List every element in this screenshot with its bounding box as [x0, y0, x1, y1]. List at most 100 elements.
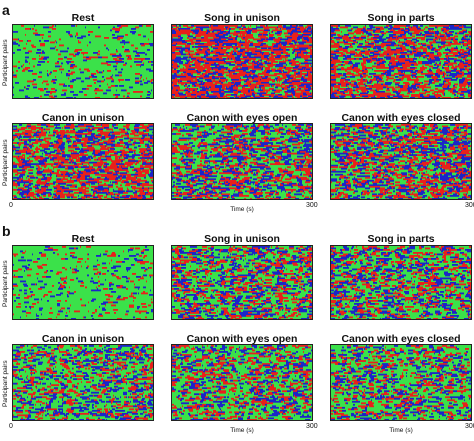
heatmap-cell — [115, 68, 117, 71]
heatmap-cell — [54, 124, 57, 126]
heatmap-cell — [116, 124, 118, 126]
heatmap-cell — [400, 28, 404, 30]
heatmap-cell — [307, 94, 312, 96]
heatmap-cell — [425, 55, 429, 57]
heatmap-cell — [72, 157, 77, 160]
heatmap-cell — [147, 155, 150, 158]
heatmap-cell — [234, 59, 236, 62]
heatmap-cell — [465, 34, 469, 36]
heatmap-cell — [457, 92, 460, 95]
heatmap-cell — [29, 143, 32, 146]
heatmap-cell — [301, 29, 304, 32]
heatmap-cell — [273, 55, 277, 57]
heatmap-cell — [172, 67, 173, 69]
heatmap-cell — [27, 148, 28, 150]
heatmap-cell — [449, 50, 451, 53]
heatmap-cell — [349, 91, 350, 93]
heatmap-cell — [224, 91, 228, 93]
heatmap-cell — [341, 77, 345, 80]
heatmap-cell — [463, 25, 466, 27]
heatmap-cell — [36, 155, 37, 158]
heatmap-cell — [350, 67, 352, 69]
heatmap-cell — [70, 160, 71, 163]
heatmap-cell — [356, 37, 359, 39]
heatmap-cell — [384, 26, 388, 29]
heatmap-cell — [426, 52, 430, 54]
heatmap-cell — [232, 61, 235, 63]
heatmap-cell — [403, 53, 408, 56]
heatmap-cell — [413, 76, 415, 78]
heatmap-cell — [261, 38, 262, 41]
heatmap-cell — [346, 37, 349, 39]
heatmap-cell — [205, 79, 207, 81]
heatmap-cell — [395, 82, 398, 84]
heatmap-cell — [416, 26, 418, 29]
heatmap-cell — [380, 74, 381, 77]
heatmap-cell — [172, 59, 176, 62]
heatmap-cell — [432, 67, 433, 69]
heatmap-cell — [32, 46, 36, 48]
heatmap-cell — [420, 95, 424, 98]
heatmap-cell — [235, 82, 236, 84]
heatmap-cell — [181, 31, 182, 33]
heatmap-cell — [222, 28, 223, 30]
heatmap-cell — [42, 146, 47, 149]
heatmap-cell — [81, 175, 85, 178]
heatmap-cell — [207, 35, 212, 38]
heatmap-cell — [297, 34, 302, 36]
heatmap-cell — [190, 71, 191, 74]
heatmap-cell — [278, 95, 282, 98]
heatmap-cell — [175, 95, 180, 98]
heatmap-cell — [391, 50, 396, 53]
heatmap-cell — [71, 161, 72, 164]
heatmap-cell — [266, 91, 268, 93]
heatmap-cell — [456, 71, 459, 74]
heatmap-cell — [293, 58, 296, 60]
heatmap-cell — [70, 80, 74, 83]
heatmap-cell — [183, 71, 186, 74]
heatmap-cell — [210, 99, 213, 100]
heatmap-cell — [110, 131, 114, 134]
heatmap-cell — [406, 25, 408, 27]
heatmap-cell — [135, 80, 140, 83]
heatmap-cell — [412, 35, 415, 38]
heatmap-cell — [207, 47, 209, 50]
heatmap-cell — [152, 170, 153, 173]
heatmap-cell — [78, 136, 81, 138]
heatmap-cell — [148, 152, 152, 155]
heatmap-cell — [289, 89, 290, 92]
heatmap-cell — [37, 148, 40, 150]
heatmap-cell — [279, 41, 284, 44]
heatmap-cell — [220, 55, 223, 57]
heatmap-cell — [401, 62, 405, 65]
heatmap-cell — [82, 163, 83, 166]
heatmap-cell — [43, 158, 47, 161]
heatmap-cell — [176, 53, 181, 56]
heatmap-cell — [107, 64, 111, 66]
heatmap-cell — [424, 80, 429, 83]
heatmap-cell — [447, 58, 448, 60]
heatmap-cell — [393, 32, 396, 35]
heatmap-cell — [35, 133, 37, 135]
heatmap-cell — [219, 92, 224, 95]
heatmap-cell — [219, 65, 224, 68]
heatmap-cell — [98, 50, 100, 53]
heatmap-cell — [245, 41, 247, 44]
heatmap-cell — [444, 94, 445, 96]
heatmap-cell — [43, 58, 47, 60]
heatmap-cell — [66, 175, 68, 178]
heatmap-cell — [422, 62, 426, 65]
heatmap-cell — [182, 58, 187, 60]
heatmap-cell — [219, 26, 224, 29]
heatmap-cell — [102, 125, 107, 128]
heatmap-cell — [25, 95, 28, 98]
heatmap-cell — [18, 38, 19, 41]
heatmap-cell — [129, 124, 130, 126]
heatmap-cell — [18, 146, 20, 149]
heatmap-cell — [206, 43, 207, 45]
heatmap-cell — [256, 83, 257, 86]
heatmap-cell — [275, 56, 277, 59]
heatmap-cell — [233, 47, 236, 50]
heatmap-cell — [247, 59, 249, 62]
heatmap-cell — [304, 68, 305, 71]
